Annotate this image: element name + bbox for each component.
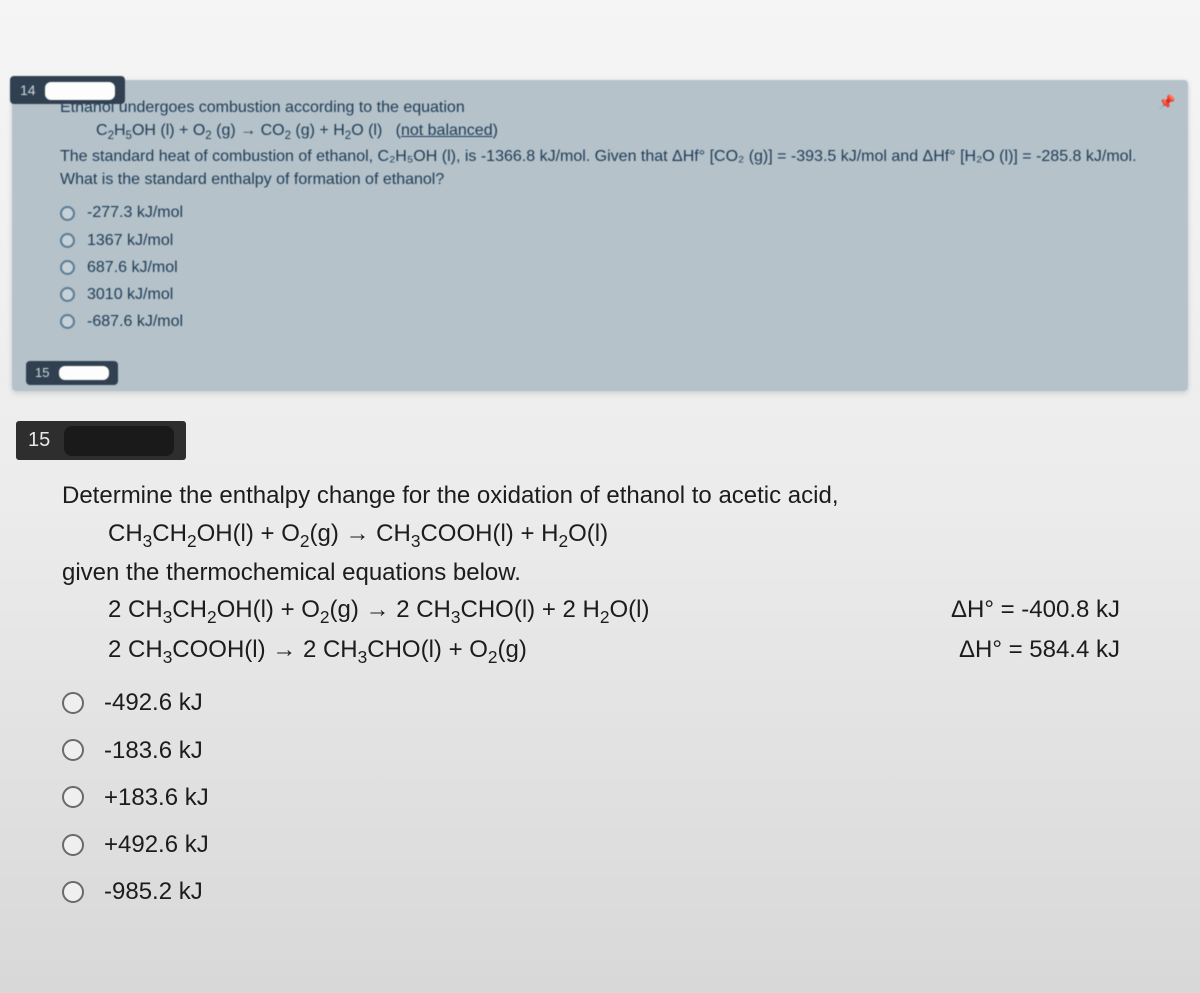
q15-option-row[interactable]: +183.6 kJ (62, 779, 1160, 816)
q14-option-row[interactable]: 3010 kJ/mol (60, 283, 1166, 306)
q15-eq1-left: 2 CH3CH2OH(l) + O2(g) → 2 CH3CHO(l) + 2 … (108, 591, 649, 631)
next-question-number: 15 (35, 365, 49, 380)
radio-icon[interactable] (62, 739, 84, 761)
question-number-chip: 15 (16, 421, 186, 460)
q14-option-label: -687.6 kJ/mol (87, 310, 183, 333)
radio-icon[interactable] (62, 834, 84, 856)
q15-target-equation: CH3CH2OH(l) + O2(g) → CH3COOH(l) + H2O(l… (62, 515, 1160, 555)
q15-prompt-line2: given the thermochemical equations below… (62, 554, 1160, 591)
radio-icon[interactable] (60, 233, 75, 248)
radio-icon[interactable] (60, 260, 75, 275)
redaction-mark (59, 366, 109, 380)
q15-option-row[interactable]: -492.6 kJ (62, 684, 1160, 721)
q15-prompt-line1: Determine the enthalpy change for the ox… (62, 477, 1160, 514)
radio-icon[interactable] (60, 314, 75, 329)
q15-eq1-dh: ΔH° = -400.8 kJ (951, 591, 1120, 628)
q15-option-row[interactable]: -183.6 kJ (62, 732, 1160, 769)
q15-option-label: +183.6 kJ (104, 779, 209, 816)
question-number: 15 (28, 429, 50, 451)
q14-option-label: -277.3 kJ/mol (87, 201, 183, 224)
q14-option-label: 1367 kJ/mol (87, 229, 173, 252)
q15-eq2-dh: ΔH° = 584.4 kJ (959, 631, 1120, 668)
question-number: 14 (20, 82, 36, 98)
q14-option-label: 3010 kJ/mol (87, 283, 173, 306)
q14-option-row[interactable]: -277.3 kJ/mol (60, 201, 1166, 224)
q14-option-row[interactable]: 1367 kJ/mol (60, 229, 1166, 252)
radio-icon[interactable] (62, 881, 84, 903)
question-number-chip: 14 (10, 76, 125, 104)
q15-option-label: -183.6 kJ (104, 732, 203, 769)
q15-option-label: -985.2 kJ (104, 873, 203, 910)
q15-option-label: -492.6 kJ (104, 684, 203, 721)
redaction-mark (64, 426, 174, 456)
q14-option-label: 687.6 kJ/mol (87, 256, 178, 279)
q14-prompt-line3: The standard heat of combustion of ethan… (60, 145, 1166, 191)
q15-given-eq1: 2 CH3CH2OH(l) + O2(g) → 2 CH3CHO(l) + 2 … (62, 591, 1160, 631)
q15-option-row[interactable]: -985.2 kJ (62, 873, 1160, 910)
next-question-chip: 15 (26, 361, 118, 386)
radio-icon[interactable] (62, 786, 84, 808)
question-14-card: 14 📌 Ethanol undergoes combustion accord… (12, 80, 1188, 391)
q15-option-label: +492.6 kJ (104, 826, 209, 863)
q14-option-row[interactable]: -687.6 kJ/mol (60, 310, 1166, 333)
q15-body: Determine the enthalpy change for the ox… (62, 477, 1160, 910)
q14-equation: C2H5OH (l) + O2 (g) → CO2 (g) + H2O (l) … (60, 119, 1166, 145)
radio-icon[interactable] (60, 287, 75, 302)
pin-icon[interactable]: 📌 (1158, 92, 1172, 106)
q15-given-eq2: 2 CH3COOH(l) → 2 CH3CHO(l) + O2(g) ΔH° =… (62, 631, 1160, 671)
radio-icon[interactable] (60, 206, 75, 221)
q15-option-row[interactable]: +492.6 kJ (62, 826, 1160, 863)
q14-prompt-line1: Ethanol undergoes combustion according t… (60, 96, 1166, 119)
redaction-mark (45, 82, 115, 100)
q14-option-row[interactable]: 687.6 kJ/mol (60, 256, 1166, 279)
q14-options: -277.3 kJ/mol 1367 kJ/mol 687.6 kJ/mol 3… (60, 201, 1166, 333)
q15-options: -492.6 kJ -183.6 kJ +183.6 kJ +492.6 kJ … (62, 684, 1160, 910)
question-15-card: 15 Determine the enthalpy change for the… (10, 427, 1190, 960)
radio-icon[interactable] (62, 692, 84, 714)
q15-eq2-left: 2 CH3COOH(l) → 2 CH3CHO(l) + O2(g) (108, 631, 527, 671)
